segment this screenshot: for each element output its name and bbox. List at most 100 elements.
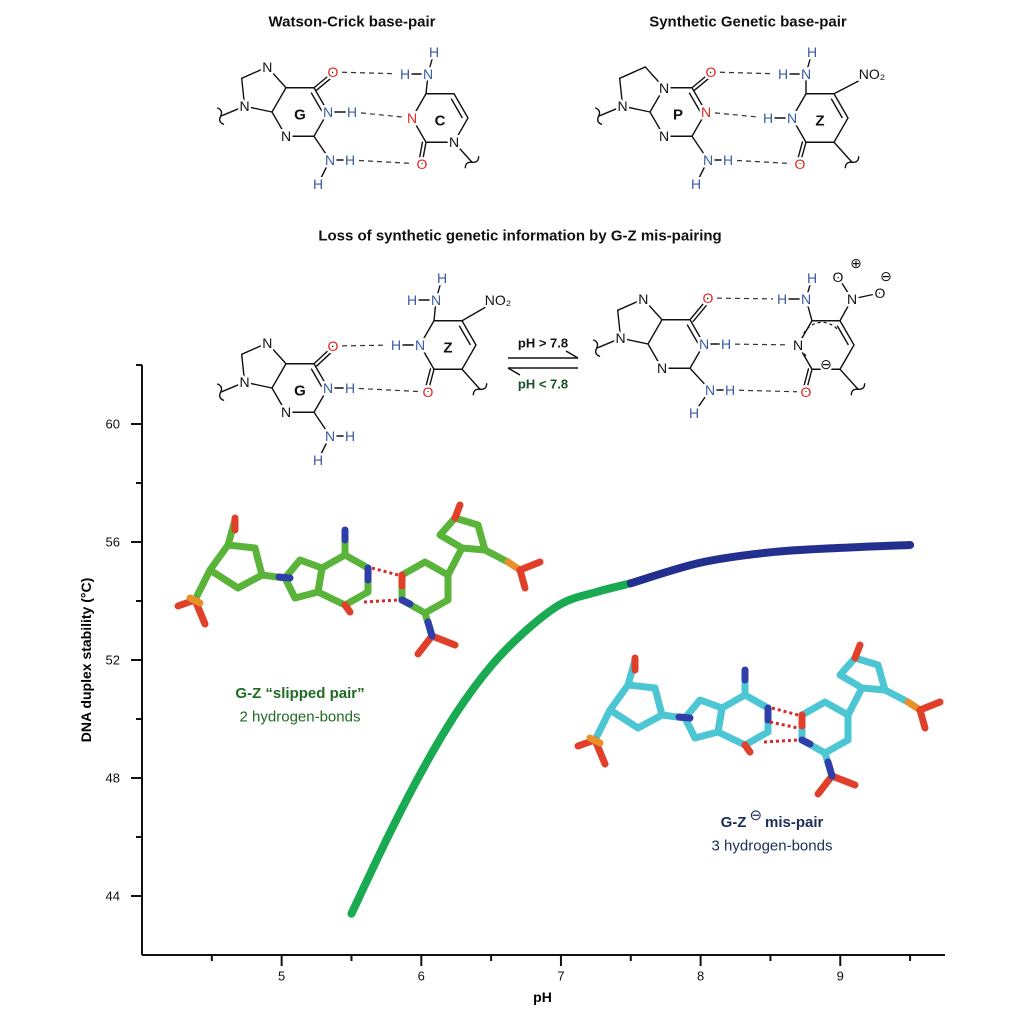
bond (837, 276, 853, 300)
bond (839, 368, 859, 390)
hydrogen-bond (719, 71, 775, 75)
annotation-part: mis-pair (765, 814, 824, 831)
atom-label: H (689, 405, 699, 421)
bond (805, 51, 813, 75)
base-letter: P (673, 107, 683, 124)
bond (596, 337, 621, 349)
bond (220, 381, 245, 393)
forward-condition: pH > 7.8 (518, 336, 568, 351)
atom-label: H (400, 66, 410, 82)
atom-label: ⊖ (880, 268, 892, 284)
atom-label: O (795, 156, 806, 172)
atom-label: H (725, 382, 735, 398)
backbone-squiggle (850, 383, 866, 396)
double-bond (801, 368, 810, 392)
atom-label: O (703, 290, 714, 306)
atom-label: N (705, 382, 715, 398)
double-bond (795, 141, 804, 164)
bond (421, 142, 427, 165)
structure-title: Watson-Crick base-pair (269, 14, 436, 31)
annotation-part: G-Z (721, 814, 747, 831)
x-tick-label: 9 (837, 969, 844, 984)
hydrogen-bond (358, 159, 414, 165)
atom-label: N (431, 292, 441, 308)
atom-label: N (281, 128, 291, 144)
atom-label: H (391, 337, 401, 353)
atom-label: H (345, 380, 355, 396)
x-tick-label: 8 (697, 969, 704, 984)
atom-label: H (721, 336, 731, 352)
bond (313, 411, 331, 437)
atom-label: N (699, 336, 709, 352)
bond (833, 141, 853, 163)
equilibrium-arrows: pH > 7.8 pH < 7.8 (507, 336, 579, 392)
atom-label: H (807, 44, 817, 60)
backbone-squiggle (472, 383, 488, 396)
green-molecule (178, 505, 540, 654)
bond (317, 435, 331, 461)
atom-label: N (325, 428, 335, 444)
backbone-squiggle (216, 383, 225, 402)
double-bond (693, 74, 714, 91)
x-tick-label: 5 (278, 969, 285, 984)
atom-label: N (449, 134, 459, 150)
double-bond (315, 348, 336, 367)
ring-double-bond (458, 325, 472, 346)
atom-label: N (659, 128, 669, 144)
atom-label: H (313, 452, 323, 468)
curve (347, 579, 635, 918)
bond (461, 368, 481, 390)
atom-label: ⊕ (850, 255, 862, 271)
double-bond (423, 368, 432, 392)
base-letter: G (294, 107, 306, 124)
atom-label: N (281, 404, 291, 420)
bond (435, 277, 443, 301)
backbone-squiggle (216, 107, 225, 126)
atom-label: N (323, 380, 333, 396)
backbone-squiggle (464, 156, 480, 169)
cyan-molecule (578, 645, 940, 794)
atom-label: N (618, 98, 628, 114)
backbone-squiggle (844, 156, 860, 169)
atom-label: O (875, 285, 886, 301)
bond (839, 298, 853, 322)
double-bond (692, 299, 712, 323)
bond (433, 299, 437, 321)
y-tick-label: 60 (106, 417, 120, 432)
atom-label: O (328, 338, 339, 354)
section-title: Loss of synthetic genetic information by… (318, 228, 721, 245)
ring-double-bond (450, 98, 464, 119)
structure-title: Synthetic Genetic base-pair (649, 14, 847, 31)
hydrogen-bond (716, 297, 774, 300)
ring-double-bond (830, 98, 844, 119)
bond (689, 297, 709, 321)
bond (851, 292, 881, 300)
backbone-squiggle (594, 107, 603, 126)
ring (240, 66, 287, 113)
atom-label: N (701, 104, 711, 120)
ring-double-bond (836, 325, 850, 346)
reverse-condition: pH < 7.8 (518, 377, 568, 392)
ring-double-bond (688, 92, 702, 113)
atom-label: O (833, 269, 844, 285)
atom-label: H (345, 428, 355, 444)
atom-label: N (415, 337, 425, 353)
bond (693, 389, 711, 414)
atom-label: N (325, 152, 335, 168)
atom-label: N (801, 291, 811, 307)
backbone-squiggle (592, 339, 601, 358)
ring-double-bond (686, 324, 700, 345)
atom-label: NO₂ (859, 66, 885, 82)
x-tick-label: 6 (418, 969, 425, 984)
atom-label: N (847, 291, 857, 307)
ring-double-bond (310, 368, 324, 389)
atom-label: O (423, 384, 434, 400)
bond (689, 367, 711, 391)
delocalization-arc (800, 321, 839, 357)
base-letter: Z (443, 340, 452, 357)
bond (317, 159, 331, 185)
